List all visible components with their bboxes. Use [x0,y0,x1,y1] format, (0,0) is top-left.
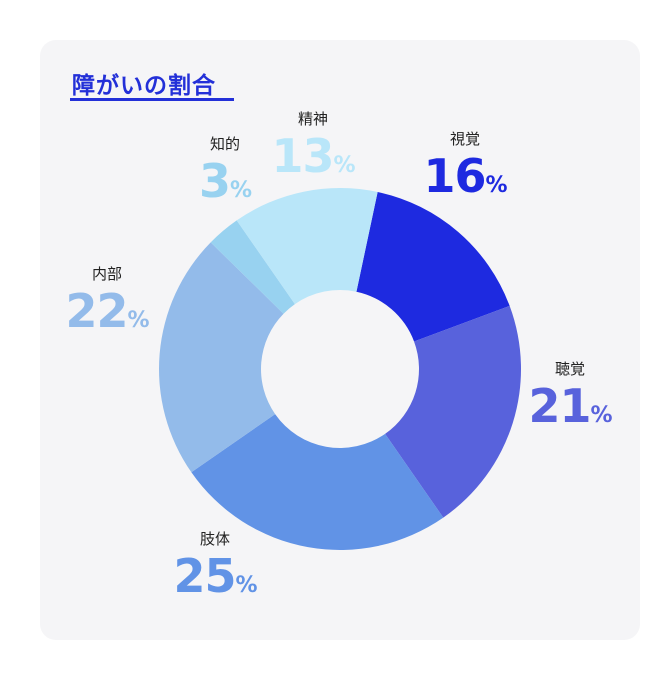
label-hearing-unit: % [590,403,612,428]
slice-mental [236,188,378,305]
label-mental: 精神 13% [271,108,355,179]
label-internal-name: 内部 [91,265,122,283]
label-visual-value: 16 [423,149,486,203]
label-internal: 内部 22% [65,263,149,334]
slice-physical [191,414,444,550]
label-visual-name: 視覚 [449,130,480,148]
label-intellectual-name: 知的 [209,135,240,153]
label-visual-unit: % [485,173,507,198]
slice-hearing [385,305,521,518]
label-hearing: 聴覚 21% [528,358,612,429]
slice-internal [159,242,284,473]
label-internal-unit: % [127,308,149,333]
label-mental-unit: % [333,153,355,178]
label-hearing-name: 聴覚 [554,360,585,378]
title-underline [70,98,234,101]
slice-visual [356,191,510,342]
label-intellectual: 知的 3% [199,133,252,204]
label-intellectual-value: 3 [198,154,231,208]
label-internal-value: 22 [65,284,128,338]
label-mental-name: 精神 [297,110,328,128]
label-visual: 視覚 16% [423,128,507,199]
label-physical-name: 肢体 [199,530,230,548]
label-physical-value: 25 [173,549,236,603]
label-hearing-value: 21 [528,379,591,433]
slice-intellectual [210,220,295,314]
label-intellectual-unit: % [229,178,252,203]
label-physical-unit: % [235,573,257,598]
label-physical: 肢体 25% [173,528,257,599]
chart-title: 障がいの割合 [72,73,216,99]
label-mental-value: 13 [271,129,334,183]
